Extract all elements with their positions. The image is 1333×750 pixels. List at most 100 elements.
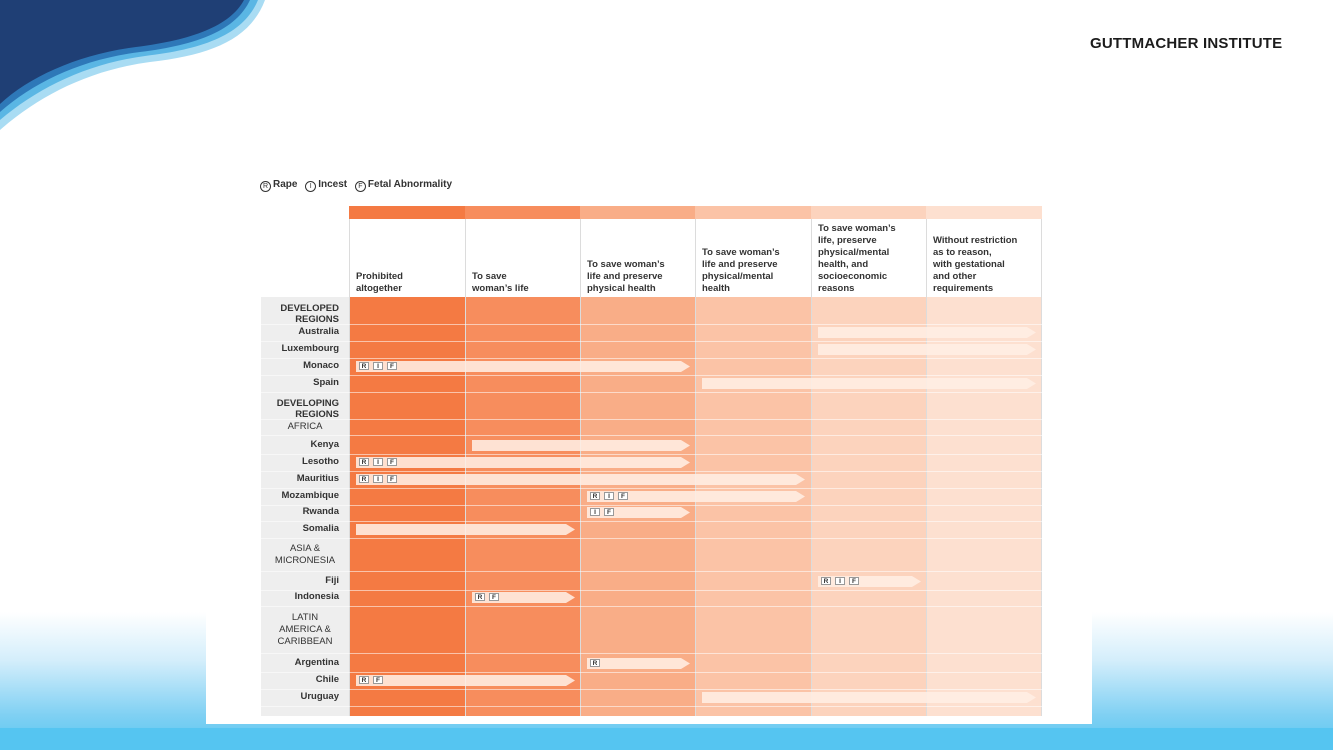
arrow-shape: [818, 576, 921, 587]
row-label-kenya: Kenya: [310, 439, 339, 450]
arrow-path: [587, 658, 690, 669]
row-divider: [261, 706, 1042, 707]
exception-badge-r: R: [475, 593, 485, 601]
column-color-bar-2: [580, 206, 696, 219]
arrow-path: [356, 457, 690, 468]
arrow-shape: [818, 344, 1036, 355]
row-label-developed-regions: DEVELOPED REGIONS: [280, 303, 339, 325]
legend-item-rape: R Rape: [260, 179, 297, 192]
law-range-arrow: [818, 327, 1036, 338]
row-label-indonesia: Indonesia: [294, 591, 339, 602]
row-label-lesotho: Lesotho: [302, 456, 339, 467]
exception-badge-r: R: [359, 676, 369, 684]
arrow-path: [587, 491, 805, 502]
brand-logo: GUTTMACHER INSTITUTE: [1090, 35, 1283, 52]
exception-badge-i: I: [373, 362, 383, 370]
arrow-path: [472, 440, 690, 451]
column-header-label: To save woman’s life and preserve physic…: [587, 259, 665, 294]
row-label-spain: Spain: [313, 377, 339, 388]
row-divider: [261, 571, 1042, 572]
arrow-shape: [818, 327, 1036, 338]
law-range-arrow: R: [587, 658, 690, 669]
column-header-label: To save woman’s life, preserve physical/…: [818, 223, 896, 294]
arrow-path: [356, 675, 575, 686]
arrow-path: [702, 692, 1036, 703]
row-divider: [261, 375, 1042, 376]
exception-badge-f: F: [489, 593, 499, 601]
row-divider: [261, 689, 1042, 690]
column-header-5: Without restriction as to reason, with g…: [926, 219, 1042, 297]
arrow-shape: [472, 440, 690, 451]
arrow-shape: [356, 675, 575, 686]
exception-badge-f: F: [618, 492, 628, 500]
column-color-bar-1: [465, 206, 581, 219]
arrow-shape: [702, 378, 1036, 389]
arrow-shape: [356, 524, 575, 535]
column-header-label: Without restriction as to reason, with g…: [933, 235, 1018, 294]
row-label-developing-regions: DEVELOPING REGIONS: [276, 398, 339, 420]
row-divider: [261, 419, 1042, 420]
legend-label-incest: Incest: [318, 179, 348, 190]
exception-badge-f: F: [604, 508, 614, 516]
row-label-africa: AFRICA: [287, 421, 323, 432]
row-label-luxembourg: Luxembourg: [281, 343, 339, 354]
arrow-path: [356, 361, 690, 372]
column-band-4: [811, 297, 927, 716]
corner-wave-decoration: [0, 0, 265, 130]
column-color-bar-0: [349, 206, 465, 219]
exception-badge-i: I: [590, 508, 600, 516]
column-band-3: [695, 297, 811, 716]
row-divider: [261, 590, 1042, 591]
exception-badge-f: F: [387, 458, 397, 466]
arrow-path: [356, 524, 575, 535]
arrow-shape: [356, 474, 805, 485]
row-label-monaco: Monaco: [303, 360, 339, 371]
row-label-fiji: Fiji: [325, 575, 339, 586]
column-header-2: To save woman’s life and preserve physic…: [580, 219, 696, 297]
column-header-4: To save woman’s life, preserve physical/…: [811, 219, 927, 297]
row-divider: [261, 521, 1042, 522]
exception-badge-f: F: [387, 475, 397, 483]
exception-badge-i: I: [373, 475, 383, 483]
row-divider: [261, 454, 1042, 455]
row-divider: [261, 358, 1042, 359]
row-divider: [261, 324, 1042, 325]
column-header-label: To save woman’s life: [472, 271, 529, 294]
exception-badge-i: I: [604, 492, 614, 500]
row-label-somalia: Somalia: [302, 523, 339, 534]
row-label-asia-micronesia: ASIA & MICRONESIA: [274, 543, 336, 566]
column-color-bar-3: [695, 206, 811, 219]
row-divider: [261, 488, 1042, 489]
exception-badge-r: R: [359, 362, 369, 370]
law-range-arrow: [472, 440, 690, 451]
row-label-rwanda: Rwanda: [302, 506, 339, 517]
legend-item-fetal: F Fetal Abnormality: [354, 179, 452, 192]
exception-badge-r: R: [359, 458, 369, 466]
column-color-bar-5: [926, 206, 1042, 219]
column-header-1: To save woman’s life: [465, 219, 581, 297]
law-range-arrow: [702, 378, 1036, 389]
row-label-column: [261, 297, 349, 716]
exception-badge-r: R: [359, 475, 369, 483]
exception-badge-f: F: [849, 577, 859, 585]
law-range-arrow: [702, 692, 1036, 703]
row-label-uruguay: Uruguay: [300, 691, 339, 702]
legend-key-rape: R: [260, 181, 271, 192]
arrow-path: [472, 592, 575, 603]
row-divider: [261, 538, 1042, 539]
legend-key-incest: I: [305, 181, 317, 192]
row-divider: [261, 653, 1042, 654]
arrow-shape: [587, 491, 805, 502]
column-color-bar-4: [811, 206, 927, 219]
legend-key-fetal: F: [354, 181, 366, 192]
arrow-path: [818, 344, 1036, 355]
arrow-path: [702, 378, 1036, 389]
exception-badge-r: R: [590, 659, 600, 667]
arrow-path: [356, 474, 805, 485]
arrow-shape: [356, 457, 690, 468]
